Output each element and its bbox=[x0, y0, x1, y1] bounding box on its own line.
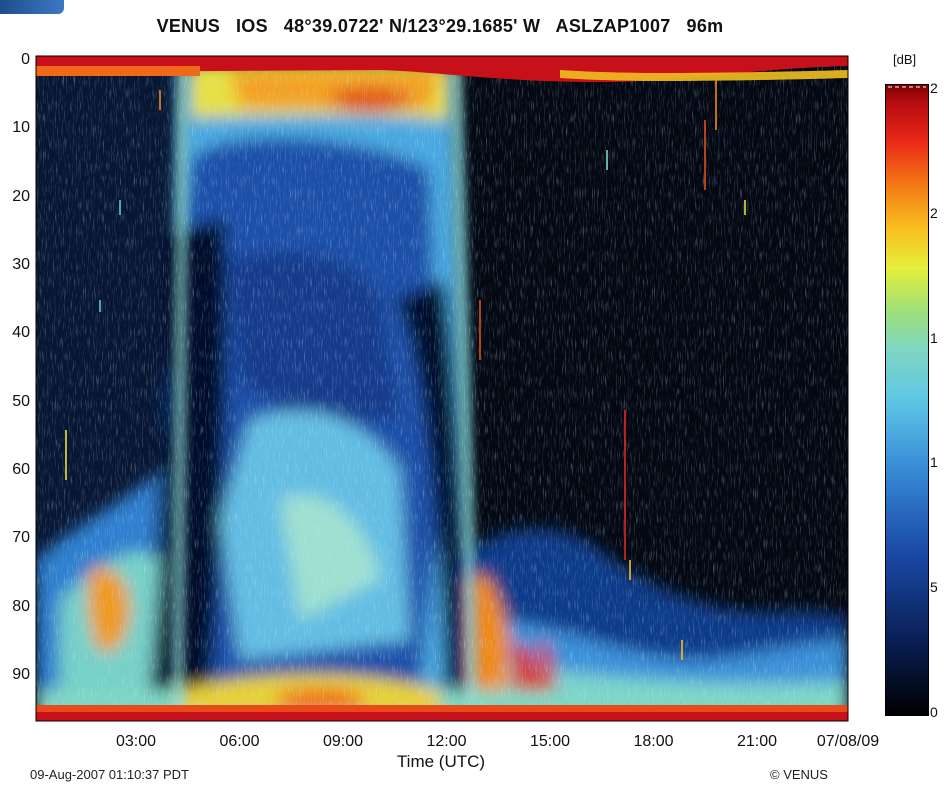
x-tick-label: 03:00 bbox=[115, 733, 157, 750]
y-tick-label: 30 bbox=[12, 256, 30, 273]
colorbar-tick-label: 5 bbox=[930, 579, 938, 596]
colorbar bbox=[885, 84, 929, 716]
x-tick-label: 09:00 bbox=[322, 733, 364, 750]
x-tick-label: 12:00 bbox=[426, 733, 467, 750]
x-tick-label: 21:00 bbox=[736, 733, 778, 750]
x-tick-label: 06:00 bbox=[219, 733, 260, 750]
credit-label: © VENUS bbox=[770, 767, 828, 782]
timestamp-label: 09-Aug-2007 01:10:37 PDT bbox=[30, 767, 189, 782]
colorbar-tick-label: 2 bbox=[930, 204, 938, 221]
colorbar-tick-label: 1 bbox=[930, 329, 938, 346]
corner-tab bbox=[0, 0, 64, 14]
colorbar-frame bbox=[885, 84, 929, 716]
chart-title: VENUS IOS 48°39.0722' N/123°29.1685' W A… bbox=[156, 16, 724, 36]
colorbar-tick-label: 2 bbox=[930, 80, 938, 96]
echogram-image bbox=[36, 56, 848, 721]
y-tick-label: 70 bbox=[12, 529, 30, 547]
y-tick-label: 20 bbox=[12, 187, 30, 205]
x-tick-label: 07/08/09 bbox=[816, 733, 880, 750]
y-tick-label: 50 bbox=[12, 392, 30, 410]
x-axis-label: Time (UTC) bbox=[396, 752, 486, 771]
colorbar-tick-label: 1 bbox=[930, 454, 938, 471]
y-tick-label: 0 bbox=[21, 51, 30, 68]
y-tick-label: 40 bbox=[12, 324, 30, 342]
y-tick-label: 10 bbox=[12, 119, 30, 137]
y-tick-label: 90 bbox=[12, 666, 30, 683]
y-tick-label: 60 bbox=[12, 461, 30, 478]
x-tick-label: 18:00 bbox=[633, 733, 674, 750]
y-tick-label: 80 bbox=[12, 597, 30, 615]
colorbar-unit: [dB] bbox=[893, 52, 917, 67]
x-tick-label: 15:00 bbox=[529, 733, 571, 750]
colorbar-tick-label: 0 bbox=[930, 704, 938, 720]
